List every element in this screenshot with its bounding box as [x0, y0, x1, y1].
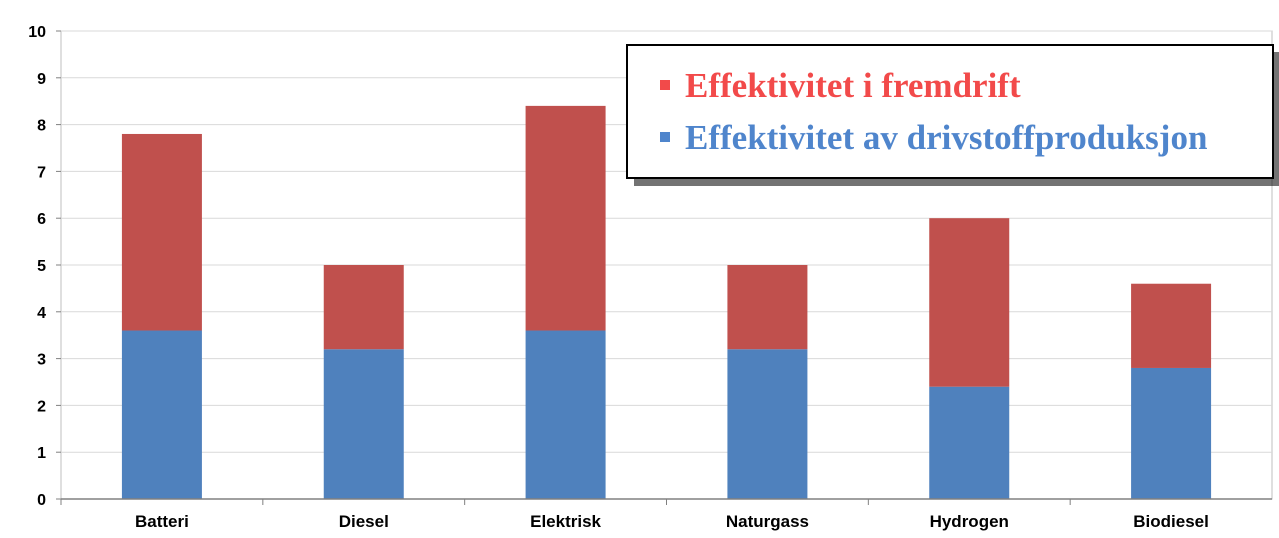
legend-label-drivstoffproduksjon: Effektivitet av drivstoffproduksjon — [685, 118, 1207, 157]
y-tick-label: 1 — [37, 445, 46, 462]
x-tick-label: Batteri — [135, 512, 189, 531]
y-tick-label: 10 — [28, 24, 46, 41]
bars — [121, 105, 1212, 499]
y-tick-label: 8 — [37, 118, 46, 135]
bar-fremdrift-diesel — [323, 265, 404, 350]
y-tick-label: 9 — [37, 71, 46, 88]
legend-swatch-drivstoffproduksjon — [660, 132, 670, 142]
x-tick-label: Elektrisk — [530, 512, 601, 531]
x-tick-label: Naturgass — [726, 512, 809, 531]
x-tick-label: Diesel — [339, 512, 389, 531]
bar-fremdrift-biodiesel — [1131, 283, 1212, 368]
y-tick-label: 5 — [37, 258, 46, 275]
bar-drivstoffproduksjon-batteri — [121, 330, 202, 499]
y-tick-label: 6 — [37, 211, 46, 228]
y-tick-label: 0 — [37, 492, 46, 509]
y-axis-ticks: 0 1 2 3 4 5 6 7 8 9 10 — [28, 24, 61, 509]
bar-fremdrift-elektrisk — [525, 105, 606, 331]
bar-drivstoffproduksjon-hydrogen — [929, 386, 1010, 499]
y-tick-label: 7 — [37, 164, 46, 181]
bar-drivstoffproduksjon-diesel — [323, 349, 404, 499]
bar-drivstoffproduksjon-elektrisk — [525, 330, 606, 499]
bar-drivstoffproduksjon-biodiesel — [1131, 367, 1212, 499]
bar-fremdrift-batteri — [121, 133, 202, 331]
legend-swatch-fremdrift — [660, 80, 670, 90]
bar-drivstoffproduksjon-naturgass — [727, 349, 808, 499]
y-tick-label: 3 — [37, 352, 46, 369]
x-tick-label: Hydrogen — [930, 512, 1009, 531]
bar-fremdrift-hydrogen — [929, 218, 1010, 387]
x-tick-label: Biodiesel — [1133, 512, 1209, 531]
x-axis-labels: Batteri Diesel Elektrisk Naturgass Hydrogen B… — [60, 499, 1209, 531]
legend: Effektivitet i fremdrift Effektivitet av… — [626, 44, 1279, 186]
bar-fremdrift-naturgass — [727, 265, 808, 350]
y-tick-label: 2 — [37, 398, 46, 415]
y-tick-label: 4 — [37, 305, 46, 322]
legend-box — [626, 44, 1274, 179]
legend-label-fremdrift: Effektivitet i fremdrift — [685, 66, 1021, 105]
